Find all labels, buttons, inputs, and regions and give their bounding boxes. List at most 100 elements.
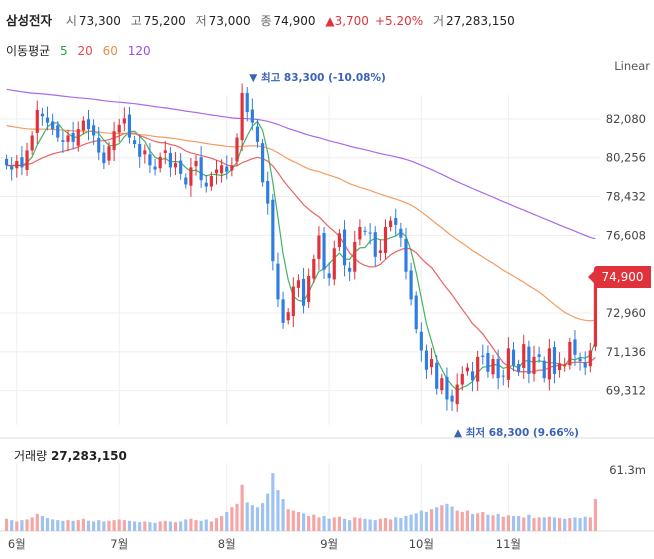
ma-legend-20[interactable]: 20 xyxy=(77,44,93,58)
candle-body xyxy=(66,135,70,142)
volume-bar xyxy=(40,516,44,531)
volume-bar xyxy=(301,513,306,531)
volume-bar xyxy=(220,516,224,531)
scale-toggle[interactable]: Linear xyxy=(614,59,650,73)
volume-bar xyxy=(368,519,372,531)
volume-bar xyxy=(450,506,454,531)
candle-body xyxy=(15,161,19,169)
candle-body xyxy=(327,273,331,279)
candle-body xyxy=(389,220,393,228)
candle-body xyxy=(107,146,111,161)
volume-bar xyxy=(455,510,459,531)
candle-body xyxy=(307,275,311,302)
candle-body xyxy=(465,367,470,372)
candle-body xyxy=(440,378,444,391)
volume-bar xyxy=(148,522,152,531)
candle-body xyxy=(112,131,116,150)
x-tick-label: 6월 xyxy=(8,537,26,551)
volume-bar xyxy=(112,520,116,531)
volume-bar xyxy=(317,517,321,531)
candle-body xyxy=(86,119,91,130)
candle-body xyxy=(35,109,39,133)
candle-body xyxy=(414,295,418,330)
candle-body xyxy=(168,152,173,168)
open-label: 시 xyxy=(65,14,77,28)
volume-bar xyxy=(389,519,393,531)
candle-body xyxy=(276,263,280,300)
volume-bar xyxy=(281,499,285,531)
candle-body xyxy=(97,138,101,153)
candle-body xyxy=(92,125,96,136)
ma-20-line xyxy=(6,132,596,373)
volume-bar xyxy=(481,511,485,531)
high-annotation: ▼ 최고 83,300 (-10.08%) xyxy=(249,71,386,84)
volume-bar xyxy=(266,493,270,531)
volume-bar xyxy=(399,518,403,531)
volume-bar xyxy=(107,520,111,531)
volume-bar xyxy=(184,519,188,531)
volume-bar xyxy=(563,518,567,531)
candle-body xyxy=(373,232,377,257)
candle-body xyxy=(189,167,193,186)
volume-bar xyxy=(404,516,408,531)
volume-bar xyxy=(583,516,587,531)
candle-body xyxy=(460,373,464,385)
candle-body xyxy=(184,177,188,185)
candle-body xyxy=(563,365,567,367)
high-value: 75,200 xyxy=(143,14,186,28)
volume-bar xyxy=(327,518,331,531)
candle-body xyxy=(348,267,352,272)
close-value: 74,900 xyxy=(273,14,316,28)
ma-legend-5[interactable]: 5 xyxy=(60,44,68,58)
candle-body xyxy=(153,166,157,170)
volume-bar xyxy=(15,521,19,531)
volume-bar xyxy=(532,518,536,531)
candle-body xyxy=(332,248,336,280)
low-annotation: ▲ 최저 68,300 (9.66%) xyxy=(454,426,579,439)
candle-body xyxy=(40,113,44,117)
candle-body xyxy=(45,117,50,123)
ma-legend-60[interactable]: 60 xyxy=(102,44,118,58)
candle-body xyxy=(158,156,162,169)
volume-bar xyxy=(245,502,249,531)
change-percent: +5.20% xyxy=(374,14,424,28)
volume-bar xyxy=(378,518,382,531)
candle-body xyxy=(266,181,270,204)
candle-body xyxy=(496,359,500,379)
candle-body xyxy=(593,271,598,347)
volume-bar xyxy=(261,503,265,531)
candle-body xyxy=(435,362,439,389)
volume-bar xyxy=(435,507,439,531)
candle-body xyxy=(4,158,9,166)
volume-bar xyxy=(547,516,551,531)
volume-bar xyxy=(517,516,521,531)
volume-bar xyxy=(35,514,39,531)
stock-name: 삼성전자 xyxy=(6,13,53,28)
volume-bar xyxy=(127,520,132,531)
ma-legend-120[interactable]: 120 xyxy=(127,44,151,58)
candle-body xyxy=(363,230,367,232)
volume-bar xyxy=(491,515,495,531)
x-tick-label: 7월 xyxy=(110,537,128,551)
candle-body xyxy=(199,157,203,181)
change-value: ▲3,700 xyxy=(325,14,369,28)
candle-body xyxy=(117,124,121,133)
volume-bar xyxy=(476,513,480,531)
y-tick-label: 80,256 xyxy=(606,151,646,165)
candle-body xyxy=(214,169,219,174)
volume-bar xyxy=(337,516,341,531)
y-tick-label: 76,608 xyxy=(606,228,646,242)
candle-body xyxy=(506,348,510,380)
volume-bar xyxy=(506,515,510,531)
candle-body xyxy=(527,346,531,374)
volume-bar xyxy=(163,520,167,531)
volume-bar xyxy=(501,516,505,531)
candle-body xyxy=(409,270,413,300)
last-price-marker: 74,900 xyxy=(588,266,651,288)
low-value: 73,000 xyxy=(208,14,251,28)
candle-body xyxy=(30,135,34,151)
candle-body xyxy=(394,218,398,225)
volume-label: 거 xyxy=(432,14,444,28)
volume-tick-label: 61.3m xyxy=(609,463,646,477)
